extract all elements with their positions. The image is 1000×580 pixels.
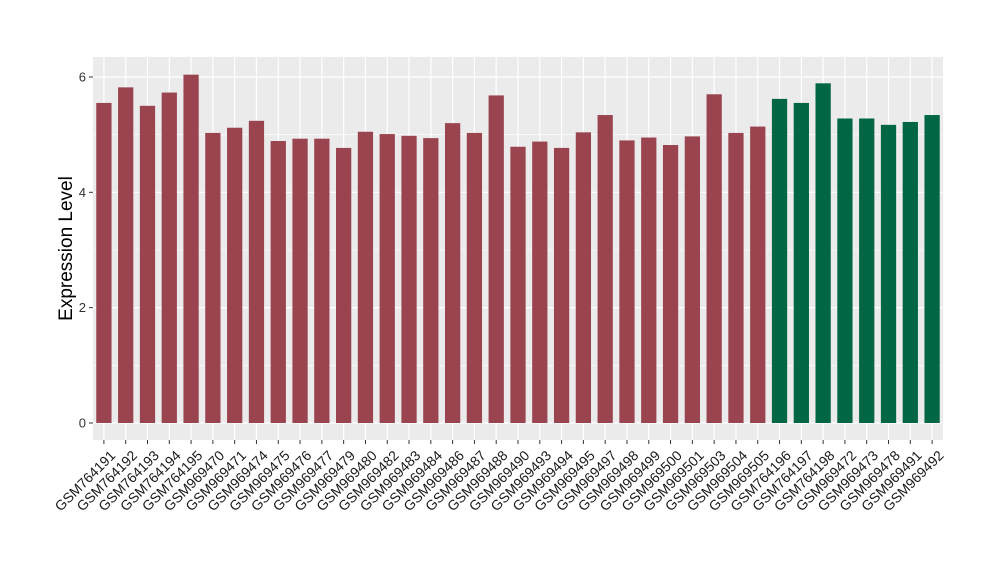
bar bbox=[706, 94, 722, 423]
bar bbox=[510, 146, 526, 423]
bar bbox=[423, 138, 439, 424]
bars-group bbox=[96, 74, 940, 424]
bar bbox=[619, 140, 635, 424]
bar bbox=[662, 145, 679, 423]
bar bbox=[924, 115, 940, 423]
bar bbox=[532, 141, 548, 423]
bar bbox=[837, 118, 853, 423]
bar bbox=[575, 132, 592, 423]
bar bbox=[815, 83, 831, 423]
y-axis-title: Expression Level bbox=[56, 176, 77, 321]
bar bbox=[401, 135, 417, 424]
bar bbox=[488, 95, 504, 424]
bar bbox=[205, 132, 221, 424]
bar bbox=[553, 147, 570, 423]
y-tick-label: 0 bbox=[79, 416, 86, 431]
bar bbox=[161, 92, 177, 424]
bar bbox=[248, 120, 265, 423]
bar bbox=[641, 137, 657, 423]
bar bbox=[139, 105, 156, 423]
bar bbox=[357, 131, 374, 423]
bar bbox=[183, 74, 199, 424]
y-tick-label: 2 bbox=[79, 300, 86, 315]
bar bbox=[96, 102, 112, 424]
y-axis: 0 2 4 6 bbox=[79, 69, 93, 431]
bar bbox=[728, 132, 744, 424]
bar bbox=[466, 132, 483, 424]
y-tick-label: 4 bbox=[79, 185, 86, 200]
bar bbox=[771, 98, 788, 423]
bar bbox=[314, 138, 330, 423]
bar bbox=[902, 121, 918, 424]
bar bbox=[880, 124, 897, 423]
bar bbox=[336, 147, 352, 423]
y-tick-label: 6 bbox=[79, 69, 86, 84]
bar bbox=[444, 123, 461, 424]
bar bbox=[750, 126, 766, 423]
bar bbox=[118, 87, 134, 424]
bar bbox=[597, 115, 613, 423]
bar bbox=[270, 140, 286, 424]
bar bbox=[227, 127, 243, 423]
x-axis: GSM764191GSM764192GSM764193GSM764194GSM7… bbox=[51, 440, 947, 514]
bar bbox=[859, 118, 875, 423]
bar bbox=[379, 134, 395, 423]
bar bbox=[684, 136, 700, 423]
bar bbox=[793, 102, 809, 424]
bar bbox=[292, 138, 308, 423]
